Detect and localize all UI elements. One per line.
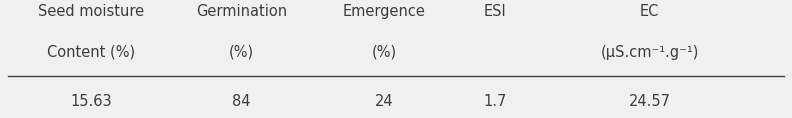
Text: (%): (%): [371, 45, 397, 60]
Text: (μS.cm⁻¹.g⁻¹): (μS.cm⁻¹.g⁻¹): [600, 45, 699, 60]
Text: ESI: ESI: [484, 4, 506, 19]
Text: 1.7: 1.7: [483, 94, 507, 109]
Text: 15.63: 15.63: [70, 94, 112, 109]
Text: Content (%): Content (%): [47, 45, 135, 60]
Text: Seed moisture: Seed moisture: [38, 4, 144, 19]
Text: Germination: Germination: [196, 4, 287, 19]
Text: Emergence: Emergence: [343, 4, 425, 19]
Text: 24.57: 24.57: [628, 94, 671, 109]
Text: EC: EC: [640, 4, 659, 19]
Text: 84: 84: [232, 94, 251, 109]
Text: (%): (%): [229, 45, 254, 60]
Text: 24: 24: [375, 94, 394, 109]
